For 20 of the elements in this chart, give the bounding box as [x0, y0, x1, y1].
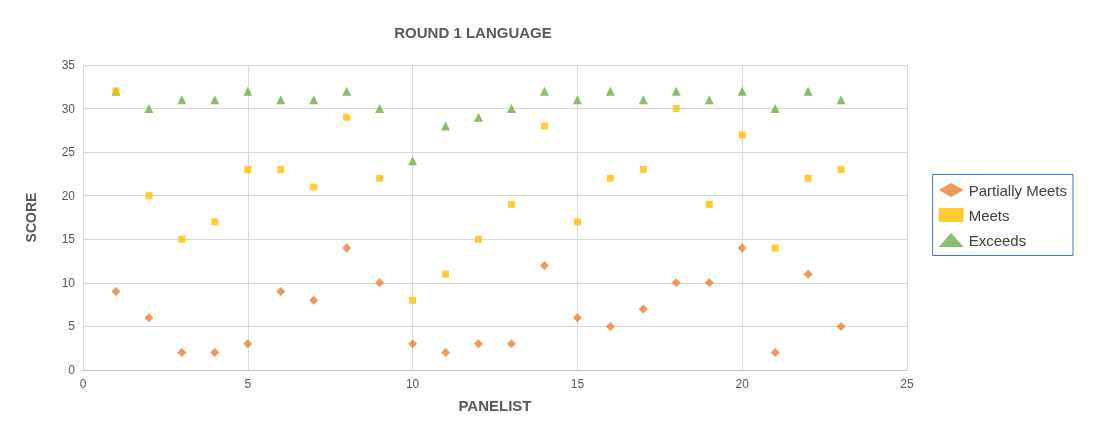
y-tick-label: 20	[61, 188, 76, 203]
y-tick-label: 15	[61, 232, 76, 247]
y-tick-label: 35	[61, 58, 76, 72]
y-tick-label: 10	[61, 275, 76, 290]
legend-label: Partially Meets	[968, 181, 1068, 199]
x-tick-label: 20	[735, 377, 750, 391]
x-tick-label: 0	[79, 377, 87, 391]
x-tick-label: 10	[405, 377, 420, 391]
x-tick-label: 25	[900, 377, 914, 391]
x-tick-label: 15	[570, 377, 585, 391]
chart-title: ROUND 1 LANGUAGE	[394, 24, 552, 41]
y-axis-title: SCORE	[23, 192, 39, 243]
x-tick-label: 5	[244, 377, 252, 391]
y-tick-label: 25	[61, 145, 76, 160]
y-tick-label: 5	[68, 319, 76, 334]
legend-label: Exceeds	[968, 231, 1027, 249]
y-tick-label: 0	[68, 363, 76, 377]
x-axis-title: PANELIST	[458, 397, 532, 414]
legend-label: Meets	[968, 206, 1010, 224]
y-tick-label: 30	[61, 101, 76, 116]
